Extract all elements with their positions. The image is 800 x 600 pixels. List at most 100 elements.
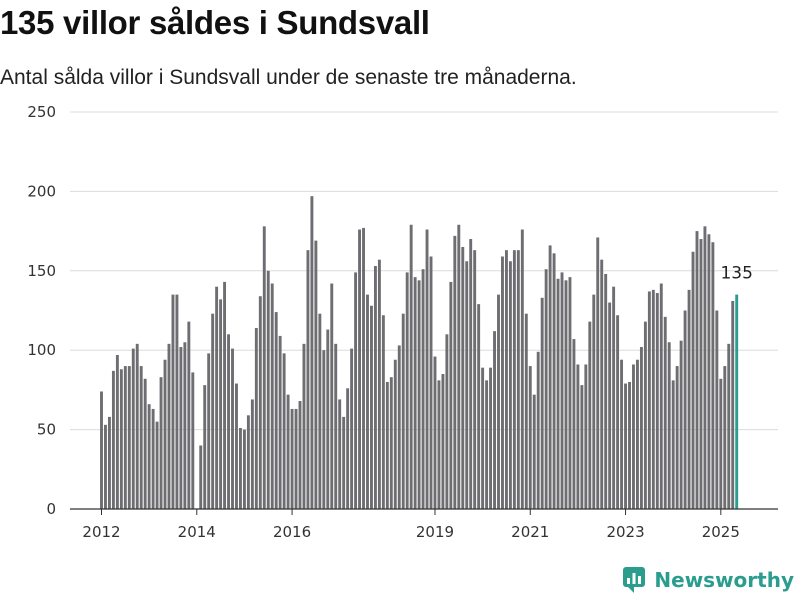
bar	[497, 294, 500, 509]
bar	[167, 343, 171, 509]
bar	[219, 299, 223, 509]
bar	[699, 239, 703, 510]
bar	[104, 424, 107, 509]
bar	[223, 281, 227, 509]
bar	[298, 401, 302, 509]
y-tick-label: 250	[27, 103, 56, 121]
x-tick-label: 2014	[178, 523, 216, 541]
bar	[274, 312, 278, 509]
bar	[453, 235, 457, 509]
bar	[504, 250, 508, 509]
bar	[413, 277, 417, 509]
bar	[318, 313, 322, 509]
y-tick-label: 150	[27, 262, 56, 280]
bar	[179, 347, 183, 509]
bar	[211, 313, 215, 509]
bar	[501, 256, 504, 509]
bar	[659, 283, 663, 509]
bar	[532, 394, 536, 509]
bar	[481, 367, 485, 509]
bar	[373, 266, 377, 509]
bar	[695, 231, 699, 509]
bar	[203, 385, 207, 509]
bar	[703, 226, 707, 509]
bar	[294, 408, 298, 509]
bar	[377, 259, 381, 509]
bar	[632, 364, 635, 509]
bar	[187, 321, 191, 509]
bar	[477, 304, 481, 509]
bar	[246, 415, 250, 509]
bar	[512, 250, 516, 509]
bar	[425, 229, 429, 509]
bar	[473, 250, 477, 509]
bar-highlight	[735, 294, 739, 509]
bar	[286, 394, 290, 509]
bar	[282, 353, 286, 509]
bar	[338, 399, 342, 509]
bar	[143, 378, 147, 509]
bar	[715, 310, 719, 509]
bar	[354, 272, 358, 509]
bar	[159, 377, 163, 509]
bar	[100, 391, 103, 509]
bar	[330, 283, 334, 509]
bar	[421, 269, 425, 509]
bar	[604, 273, 608, 509]
chart-title: 135 villor såldes i Sundsvall	[0, 4, 430, 41]
bar	[516, 250, 520, 509]
newsworthy-logo: Newsworthy	[622, 566, 794, 594]
bar	[465, 261, 469, 509]
bar	[628, 381, 631, 509]
bar	[334, 343, 338, 509]
bar	[266, 270, 270, 509]
bar	[719, 378, 723, 509]
chart-subtitle: Antal sålda villor i Sundsvall under de …	[0, 66, 577, 89]
bar	[231, 348, 234, 509]
bar	[370, 305, 373, 509]
bar	[397, 345, 401, 509]
bar	[552, 253, 556, 509]
bar	[111, 370, 115, 509]
bar	[262, 226, 266, 509]
bar	[584, 364, 588, 509]
x-tick-label: 2019	[416, 523, 454, 541]
bar	[326, 329, 330, 509]
bar	[123, 366, 127, 509]
bar	[302, 343, 306, 509]
bar	[731, 300, 735, 509]
bar	[409, 224, 413, 510]
bar	[683, 310, 687, 509]
bar	[608, 302, 612, 509]
bar	[235, 383, 238, 509]
bar	[520, 229, 524, 509]
bar	[548, 245, 552, 509]
bar	[596, 237, 600, 509]
bar	[270, 283, 274, 509]
bar	[556, 278, 560, 509]
bar	[389, 377, 393, 509]
bar	[723, 366, 727, 509]
bar	[346, 388, 350, 509]
bar	[620, 359, 624, 509]
bars	[100, 196, 739, 510]
bar	[290, 408, 294, 509]
bar	[151, 408, 155, 509]
bar	[350, 348, 354, 509]
bar	[528, 366, 532, 509]
bar	[560, 272, 564, 509]
labels: 135	[720, 264, 752, 284]
bar	[536, 351, 540, 509]
bar	[207, 353, 211, 509]
bar	[639, 347, 643, 509]
bar	[461, 246, 465, 510]
bar	[107, 416, 111, 509]
bar	[572, 339, 576, 509]
bar	[600, 259, 604, 509]
brand-name: Newsworthy	[654, 568, 794, 592]
bar	[651, 289, 655, 509]
bar	[612, 286, 616, 509]
bar	[624, 383, 627, 509]
bar	[655, 293, 659, 509]
bar	[636, 359, 639, 509]
